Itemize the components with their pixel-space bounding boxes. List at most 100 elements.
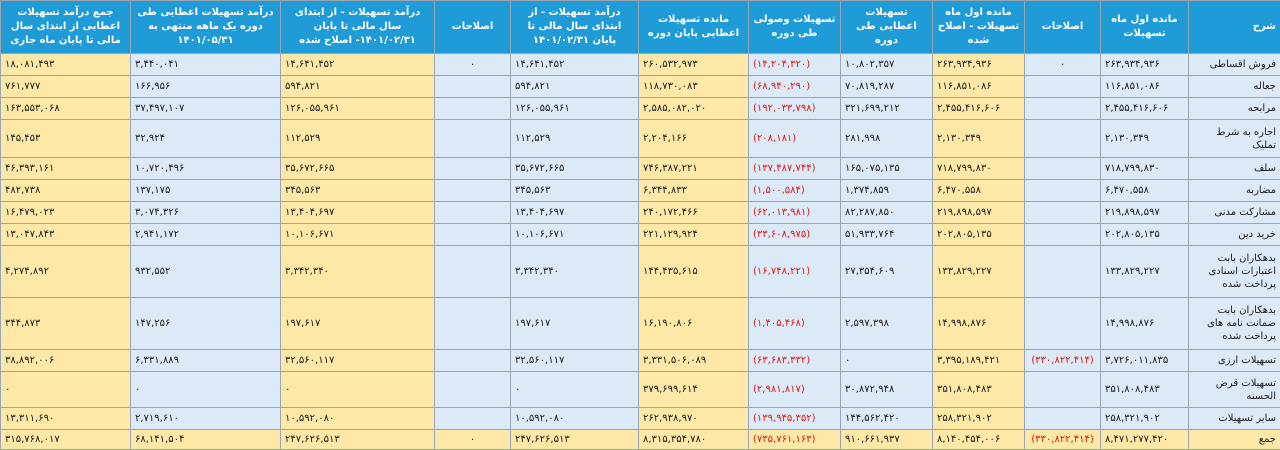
table-row: بدهکاران بابت ضمانت نامه های پرداخت شده ۱… xyxy=(0,297,1280,350)
cell: ۵۹۴,۸۲۱ xyxy=(510,75,639,98)
column-header-5: تسهیلات وصولی طی دوره xyxy=(748,0,841,54)
cell: ۱۳۷,۱۷۵ xyxy=(130,179,281,202)
cell: ۱۰,۸۰۲,۳۵۷ xyxy=(840,53,933,76)
cell: ۰ xyxy=(0,371,131,408)
cell: (۶۳,۶۸۳,۳۳۲) xyxy=(748,349,841,372)
cell: ۲۶۰,۵۳۲,۹۷۳ xyxy=(638,53,749,76)
cell: ۱۳,۴۰۴,۶۹۷ xyxy=(510,201,639,224)
cell xyxy=(434,349,511,372)
cell xyxy=(1024,297,1101,350)
cell xyxy=(1024,245,1101,298)
cell: ۳۲,۵۶۰,۱۱۷ xyxy=(280,349,435,372)
cell xyxy=(1024,75,1101,98)
cell: ۴۸۲,۷۳۸ xyxy=(0,179,131,202)
cell: ۶,۴۷۰,۵۵۸ xyxy=(932,179,1025,202)
cell: ۱۳,۰۴۷,۸۴۳ xyxy=(0,223,131,246)
cell: (۱۶,۷۴۸,۲۲۱) xyxy=(748,245,841,298)
column-header-6: مانده تسهیلات اعطایی پایان دوره xyxy=(638,0,749,54)
cell: ۲,۲۰۴,۱۶۶ xyxy=(638,119,749,158)
cell: ۳۵۱,۸۰۸,۴۸۳ xyxy=(932,371,1025,408)
cell: ۱۲۶,۰۵۵,۹۶۱ xyxy=(280,97,435,120)
cell xyxy=(434,75,511,98)
cell: ۶۸,۱۴۱,۵۰۴ xyxy=(130,429,281,450)
cell: ۱۴۵,۴۵۳ xyxy=(0,119,131,158)
cell: ۹۱۰,۶۶۱,۹۳۷ xyxy=(840,429,933,450)
cell: ۲۶۳,۹۳۴,۹۳۶ xyxy=(932,53,1025,76)
row-label: مرابحه xyxy=(1188,97,1280,120)
column-header-10: درآمد تسهیلات اعطایی طی دوره یک ماهه منت… xyxy=(130,0,281,54)
cell: ۳۸,۸۹۲,۰۰۶ xyxy=(0,349,131,372)
cell: ۳۰,۸۷۲,۹۴۸ xyxy=(840,371,933,408)
column-header-7: درآمد تسهیلات - از ابتدای سال مالی تا پا… xyxy=(510,0,639,54)
cell: ۸۲,۲۸۷,۸۵۰ xyxy=(840,201,933,224)
cell xyxy=(1024,201,1101,224)
cell: ۸,۱۴۰,۴۵۴,۰۰۶ xyxy=(932,429,1025,450)
cell: ۱۰,۱۰۶,۶۷۱ xyxy=(280,223,435,246)
cell: ۲,۹۴۱,۱۷۲ xyxy=(130,223,281,246)
cell xyxy=(434,157,511,180)
cell xyxy=(434,179,511,202)
cell: ۳۴۵,۵۶۳ xyxy=(280,179,435,202)
table-row: بدهکاران بابت اعتبارات اسنادی پرداخت شده… xyxy=(0,245,1280,298)
cell: ۲۶۳,۹۳۴,۹۳۶ xyxy=(1100,53,1189,76)
cell: ۳۱۵,۷۶۸,۰۱۷ xyxy=(0,429,131,450)
cell: ۴۶,۳۹۳,۱۶۱ xyxy=(0,157,131,180)
cell: ۲,۵۹۷,۳۹۸ xyxy=(840,297,933,350)
cell xyxy=(434,201,511,224)
cell: ۸,۳۱۵,۳۵۴,۷۸۰ xyxy=(638,429,749,450)
row-label: تسهیلات قرض الحسنه xyxy=(1188,371,1280,408)
cell: ۱۱۶,۸۵۱,۰۸۶ xyxy=(1100,75,1189,98)
cell: ۲۰۲,۸۰۵,۱۳۵ xyxy=(1100,223,1189,246)
cell: ۱۴۷,۲۵۶ xyxy=(130,297,281,350)
cell xyxy=(1024,157,1101,180)
cell: ۲۴۷,۶۲۶,۵۱۳ xyxy=(280,429,435,450)
cell: ۰ xyxy=(510,371,639,408)
cell: ۱۶۳,۵۵۳,۰۶۸ xyxy=(0,97,131,120)
cell: ۱۹۷,۶۱۷ xyxy=(510,297,639,350)
cell: ۳۵۱,۸۰۸,۴۸۳ xyxy=(1100,371,1189,408)
cell: ۵۹۴,۸۲۱ xyxy=(280,75,435,98)
cell: ۲,۴۵۵,۴۱۶,۶۰۶ xyxy=(1100,97,1189,120)
cell xyxy=(1024,97,1101,120)
cell xyxy=(434,119,511,158)
cell: ۲۵۸,۳۲۱,۹۰۲ xyxy=(932,407,1025,430)
column-header-2: اصلاحات xyxy=(1024,0,1101,54)
cell: ۲۸۱,۹۹۸ xyxy=(840,119,933,158)
cell: ۷۱۸,۷۹۹,۸۳۰ xyxy=(932,157,1025,180)
cell: ۲۷,۳۵۴,۶۰۹ xyxy=(840,245,933,298)
header-row: شرح مانده اول ماه تسهیلات اصلاحات مانده اول… xyxy=(0,0,1280,54)
cell xyxy=(434,407,511,430)
cell: ۲۴۰,۱۷۲,۴۶۶ xyxy=(638,201,749,224)
cell: ۲,۵۸۵,۰۸۲,۰۲۰ xyxy=(638,97,749,120)
cell: ۷۶۱,۷۷۷ xyxy=(0,75,131,98)
cell: ۱۱۸,۷۳۰,۰۸۳ xyxy=(638,75,749,98)
cell: ۳,۳۳۱,۵۰۶,۰۸۹ xyxy=(638,349,749,372)
cell: ۲,۴۵۵,۴۱۶,۶۰۶ xyxy=(932,97,1025,120)
cell: ۵۱,۹۳۳,۷۶۴ xyxy=(840,223,933,246)
cell: ۲,۱۳۰,۳۴۹ xyxy=(932,119,1025,158)
table-row: جعاله ۱۱۶,۸۵۱,۰۸۶ ۱۱۶,۸۵۱,۰۸۶ ۷۰,۸۱۹,۲۸۷ (۶۸… xyxy=(0,75,1280,98)
cell: ۳۴۵,۵۶۳ xyxy=(510,179,639,202)
row-label: مضاربه xyxy=(1188,179,1280,202)
cell: (۱۴,۲۰۴,۳۲۰) xyxy=(748,53,841,76)
cell: ۰ xyxy=(434,429,511,450)
cell: ۱۱۲,۵۲۹ xyxy=(280,119,435,158)
cell: ۱۳۳,۸۲۹,۲۲۷ xyxy=(1100,245,1189,298)
cell: ۸,۴۷۱,۲۷۷,۴۲۰ xyxy=(1100,429,1189,450)
table-row: مرابحه ۲,۴۵۵,۴۱۶,۶۰۶ ۲,۴۵۵,۴۱۶,۶۰۶ ۳۲۱,۶۹۹,… xyxy=(0,97,1280,120)
cell: ۳,۳۴۲,۳۴۰ xyxy=(280,245,435,298)
cell: (۳۳۰,۸۲۲,۴۱۴) xyxy=(1024,429,1101,450)
cell: (۳۳۰,۸۲۲,۴۱۴) xyxy=(1024,349,1101,372)
row-label: فروش اقساطی xyxy=(1188,53,1280,76)
row-label: تسهیلات ارزی xyxy=(1188,349,1280,372)
table-row: سلف ۷۱۸,۷۹۹,۸۳۰ ۷۱۸,۷۹۹,۸۳۰ ۱۶۵,۰۷۵,۱۳۵ (۱۳۷… xyxy=(0,157,1280,180)
cell: ۱۰,۷۲۰,۴۹۶ xyxy=(130,157,281,180)
cell: ۳۲,۵۶۰,۱۱۷ xyxy=(510,349,639,372)
cell xyxy=(1024,223,1101,246)
cell: ۱۴,۹۹۸,۸۷۶ xyxy=(1100,297,1189,350)
table-row: فروش اقساطی ۲۶۳,۹۳۴,۹۳۶ ۰ ۲۶۳,۹۳۴,۹۳۶ ۱۰,۸۰۲… xyxy=(0,53,1280,76)
cell: ۰ xyxy=(840,349,933,372)
cell: ۲,۱۳۰,۳۴۹ xyxy=(1100,119,1189,158)
cell: ۱۹۷,۶۱۷ xyxy=(280,297,435,350)
cell: ۲۱۹,۸۹۸,۵۹۷ xyxy=(932,201,1025,224)
